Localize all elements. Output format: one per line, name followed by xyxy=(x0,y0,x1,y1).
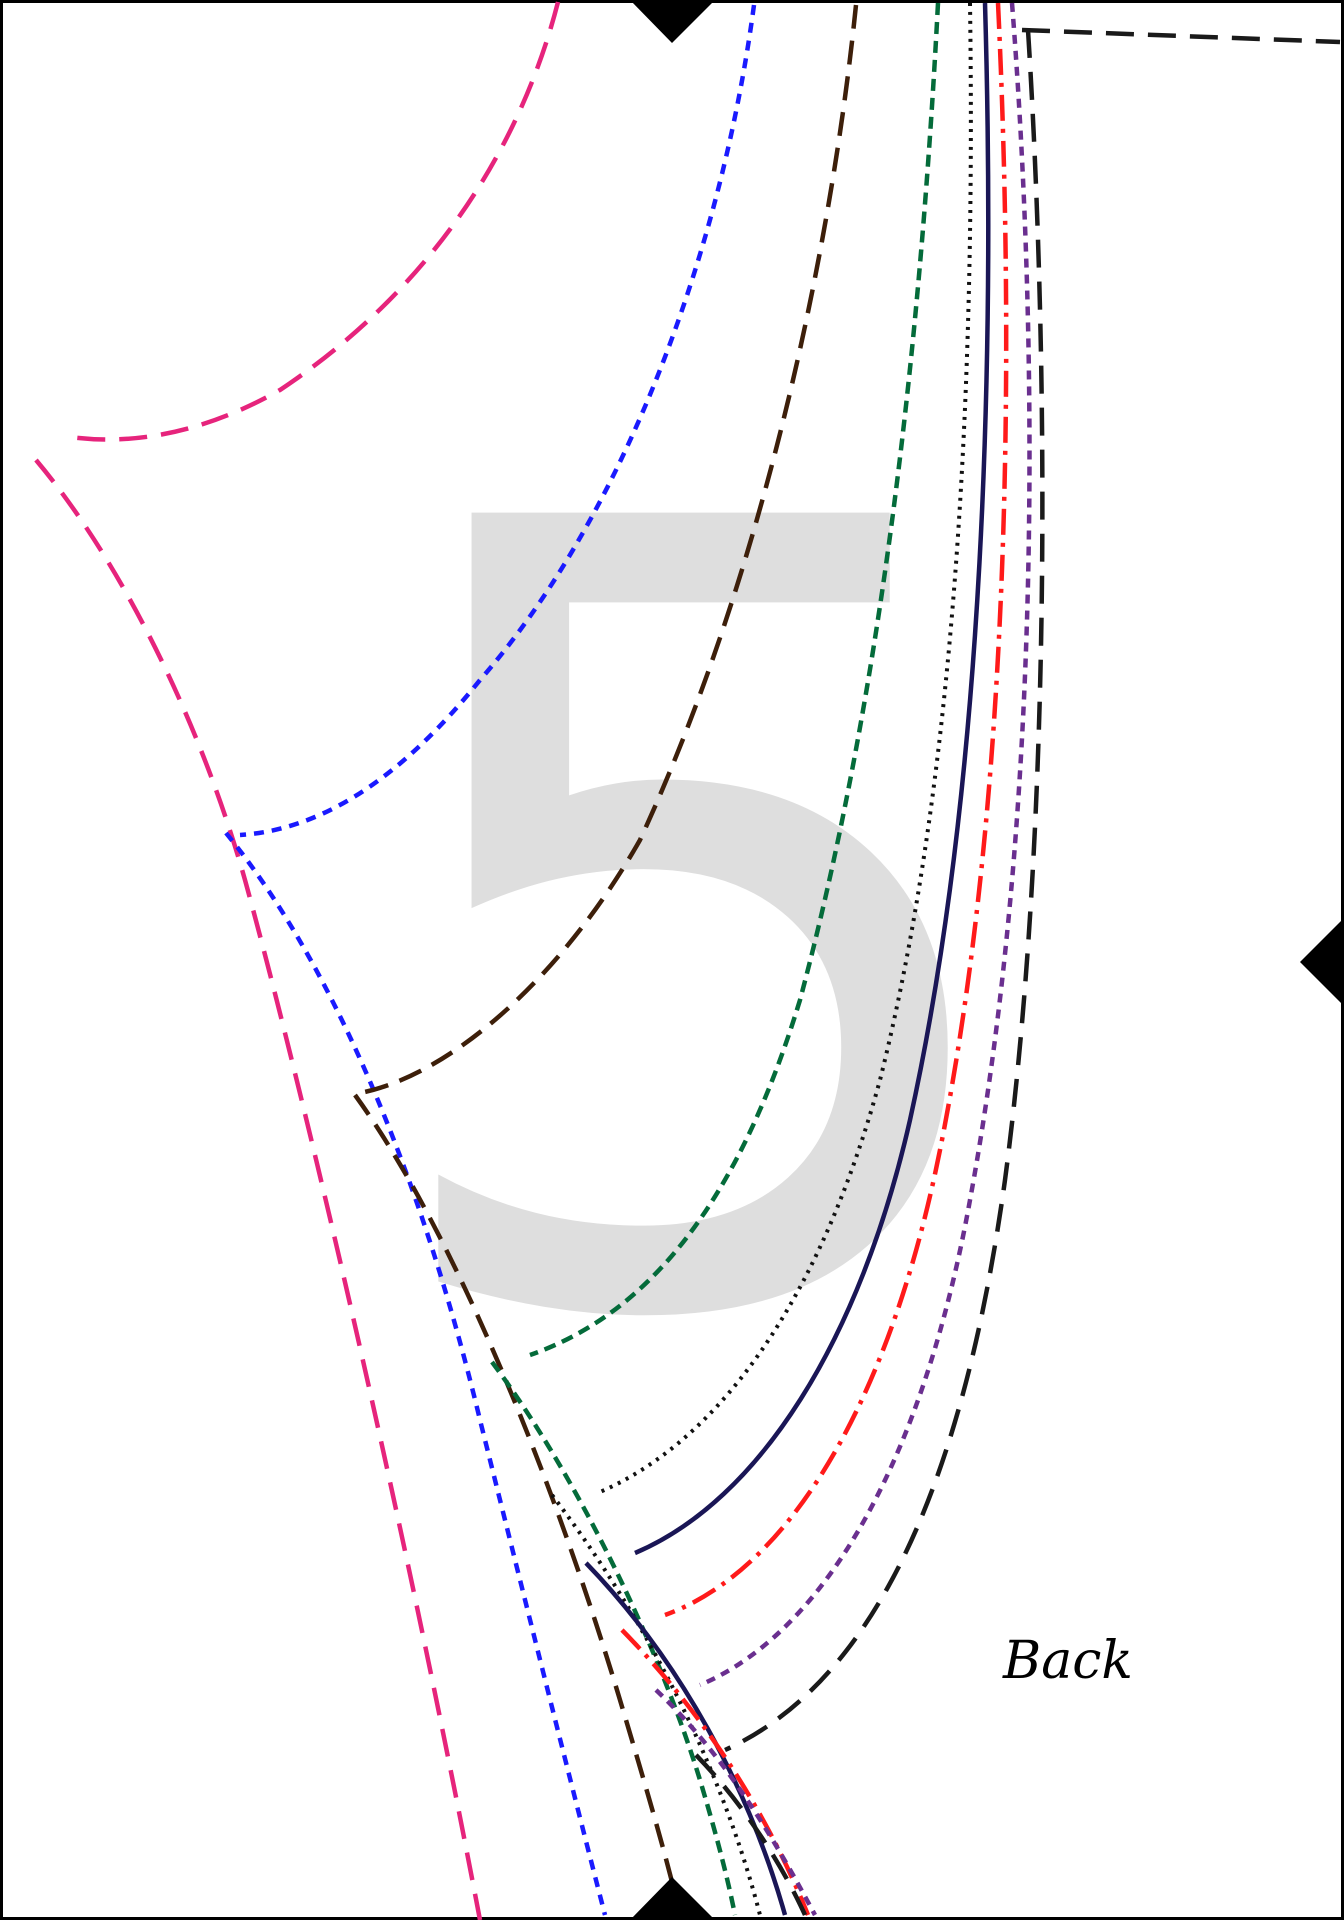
size-line-brown xyxy=(353,4,859,1916)
size-line-navy xyxy=(584,2,991,1916)
notch-marker-icon xyxy=(1300,918,1344,1006)
piece-label: Back xyxy=(1002,1631,1133,1691)
size-line-blue xyxy=(224,4,757,1916)
size-line-dotted-black xyxy=(550,2,973,1916)
size-line-pink xyxy=(34,1,561,1920)
notch-marker-icon xyxy=(630,0,715,43)
size-line-purple xyxy=(654,2,1032,1917)
page-number: 5 xyxy=(355,298,1042,1555)
size-line-black-dashed xyxy=(694,27,1341,1916)
notch-marker-icon xyxy=(630,1877,715,1920)
